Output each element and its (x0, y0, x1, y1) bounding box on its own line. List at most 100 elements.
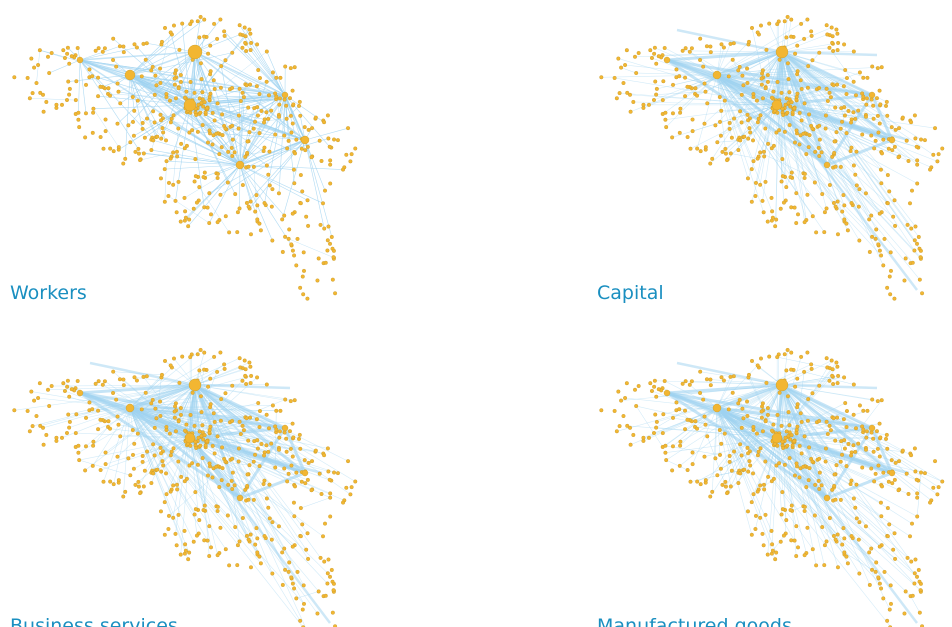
node (328, 495, 333, 500)
node (843, 68, 848, 73)
hub-node (300, 135, 310, 145)
node (715, 140, 720, 145)
node (834, 27, 839, 32)
node (329, 234, 334, 239)
node (900, 448, 905, 453)
node (158, 399, 163, 404)
node (661, 79, 666, 84)
node (344, 485, 349, 490)
node (922, 471, 927, 476)
hub-edge (129, 406, 241, 500)
node (152, 425, 157, 430)
node (725, 491, 730, 496)
edge (79, 45, 121, 61)
edge (239, 108, 255, 166)
node (178, 219, 183, 224)
node (96, 46, 101, 51)
node (792, 106, 797, 111)
edge (716, 407, 739, 473)
node (253, 452, 258, 457)
node (765, 406, 770, 411)
node (832, 472, 837, 477)
node (771, 143, 776, 148)
node (738, 471, 743, 476)
node (717, 119, 722, 124)
node (290, 248, 295, 253)
node (103, 450, 108, 455)
edge (719, 429, 745, 470)
node (290, 421, 295, 426)
node (176, 459, 181, 464)
node (193, 439, 198, 444)
node (888, 583, 893, 588)
node (789, 205, 794, 210)
edge (304, 139, 333, 238)
edge (129, 407, 258, 539)
node (244, 382, 249, 387)
node (755, 156, 760, 161)
node (787, 90, 792, 95)
node (748, 463, 753, 468)
node (121, 50, 126, 55)
node (830, 40, 835, 45)
hub-node (868, 91, 876, 99)
node (670, 468, 675, 473)
node (207, 524, 212, 529)
node (787, 456, 792, 461)
node (349, 152, 354, 157)
node (287, 96, 292, 101)
node (145, 116, 150, 121)
node (810, 547, 815, 552)
node (835, 381, 840, 386)
node (29, 56, 34, 61)
edge (781, 51, 880, 214)
node (775, 412, 780, 417)
edge (781, 384, 829, 435)
node (906, 158, 911, 163)
node (69, 387, 74, 392)
node (765, 552, 770, 557)
hub-edge (129, 74, 191, 106)
node (833, 204, 838, 209)
node (809, 362, 814, 367)
node (825, 99, 830, 104)
node (853, 116, 858, 121)
node (287, 560, 292, 565)
edge (781, 51, 829, 102)
node (628, 92, 633, 97)
hub-edge (283, 427, 307, 474)
edge (866, 98, 900, 129)
node (722, 98, 727, 103)
node (327, 477, 332, 482)
node (802, 434, 807, 439)
node (201, 175, 206, 180)
node (652, 51, 657, 56)
edge (194, 384, 236, 528)
node (836, 40, 841, 45)
node (155, 134, 160, 139)
node (267, 516, 272, 521)
node (298, 285, 303, 290)
node (824, 206, 829, 211)
hub-node (301, 469, 309, 477)
edge (707, 103, 778, 106)
node (725, 158, 730, 163)
node (180, 21, 185, 26)
node (61, 381, 66, 386)
node (282, 546, 287, 551)
node (884, 432, 889, 437)
node (183, 548, 188, 553)
edge (189, 437, 301, 621)
edge (146, 42, 196, 53)
node (726, 74, 731, 79)
node (323, 593, 328, 598)
node (290, 544, 295, 549)
node (172, 82, 177, 87)
node (794, 461, 799, 466)
node (809, 29, 814, 34)
edge (781, 51, 912, 229)
node (278, 408, 283, 413)
node (745, 445, 750, 450)
node (59, 102, 64, 107)
node (300, 189, 305, 194)
